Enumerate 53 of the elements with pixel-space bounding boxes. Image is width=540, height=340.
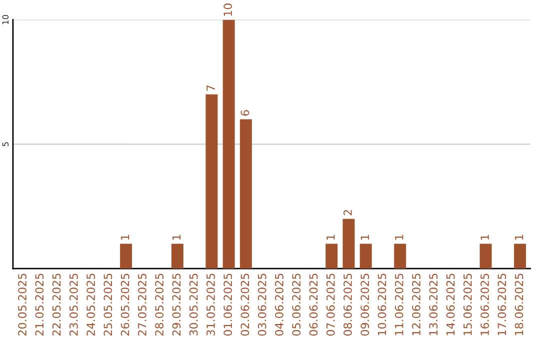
x-tick-label: 18.06.2025 [514,274,524,336]
x-tick-label: 03.06.2025 [258,274,266,336]
x-tick-label: 26.05.2025 [120,274,130,336]
x-tick-label: 11.06.2025 [394,274,404,336]
x-tick-label: 23.05.2025 [69,274,78,336]
x-tick-label: 17.06.2025 [498,274,506,336]
bar [480,244,492,269]
x-tick-label: 10.06.2025 [378,274,386,336]
bar [342,218,355,269]
x-tick-label: 24.05.2025 [86,274,95,336]
data-label: 1 [326,234,335,240]
bar [120,244,132,269]
data-label: 1 [120,234,130,240]
bar [360,244,372,269]
x-tick-label: 20.05.2025 [18,274,26,336]
y-tick-label: 5 [2,142,9,146]
data-label: 6 [240,110,250,116]
x-tick-label: 08.06.2025 [344,274,352,336]
bar [206,94,218,269]
x-tick-label: 07.06.2025 [326,274,335,336]
x-tick-label: 09.06.2025 [360,274,370,336]
x-tick-label: 27.05.2025 [138,274,146,336]
bar [326,244,338,269]
x-tick-label: 30.05.2025 [189,274,198,336]
data-label: 1 [172,234,180,240]
x-tick-label: 31.05.2025 [206,274,215,336]
x-tick-label: 01.06.2025 [224,274,232,336]
x-tick-label: 13.06.2025 [429,274,438,336]
x-tick-label: 28.05.2025 [155,274,164,336]
bar [171,244,184,269]
data-label: 7 [206,85,215,91]
x-tick-label: 04.06.2025 [275,274,284,336]
data-label: 1 [395,234,404,240]
x-tick-label: 05.06.2025 [292,274,301,336]
x-tick-label: 22.05.2025 [52,274,61,336]
x-tick-label: 14.06.2025 [446,274,455,336]
x-tick-label: 15.06.2025 [463,274,472,336]
x-tick-label: 12.06.2025 [412,274,420,336]
x-tick-label: 16.06.2025 [480,274,489,336]
x-tick-label: 29.05.2025 [172,274,181,336]
data-label: 1 [514,234,524,240]
x-tick-label: 21.05.2025 [35,274,44,336]
data-label: 1 [360,234,369,240]
x-tick-label: 25.05.2025 [104,274,112,336]
bar [514,244,526,269]
data-label: 10 [224,4,232,16]
bar [394,244,406,269]
bar [222,20,235,269]
data-label: 2 [344,210,352,216]
x-tick-label: 02.06.2025 [240,274,250,336]
data-label: 1 [480,234,489,240]
bar [240,119,252,269]
x-tick-label: 06.06.2025 [309,274,318,336]
